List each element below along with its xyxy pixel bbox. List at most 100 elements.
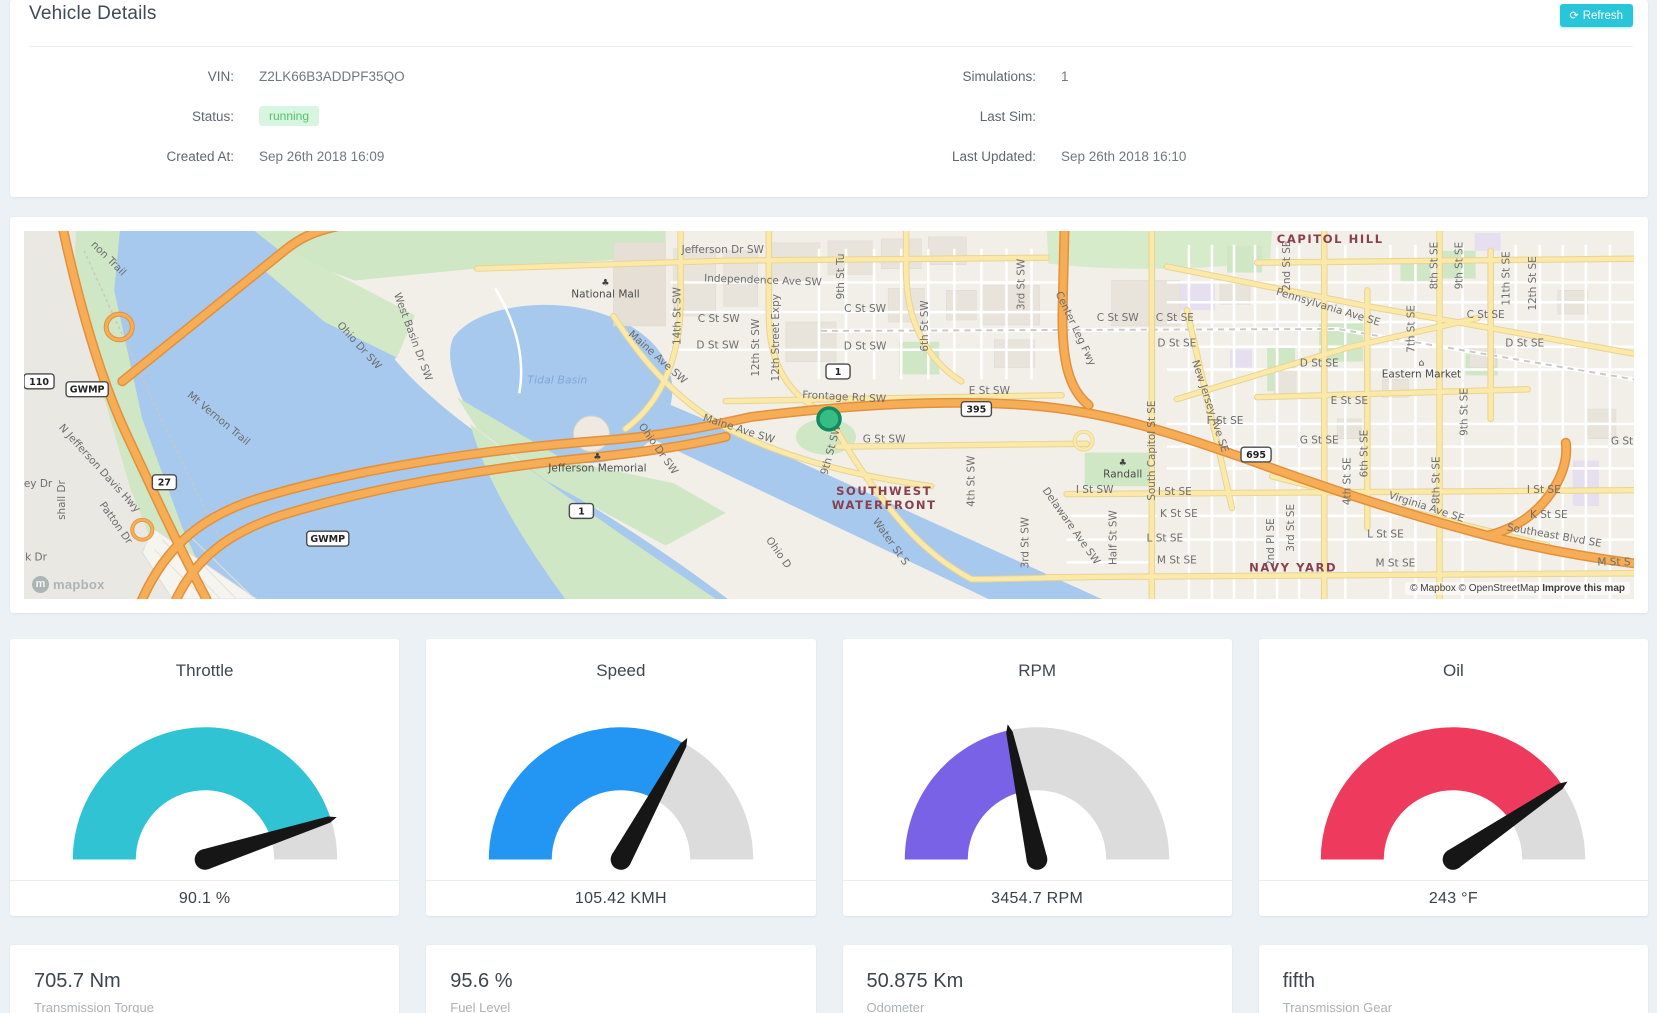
- gauge-title: Throttle: [175, 661, 234, 680]
- speed-gauge: [426, 681, 815, 880]
- map-label: 14th St SW: [672, 287, 684, 345]
- simulations-label: Simulations:: [962, 68, 1036, 84]
- gauge-needle: [1443, 781, 1568, 870]
- svg-text:GWMP: GWMP: [70, 385, 105, 396]
- metric-value: fifth: [1282, 970, 1315, 992]
- highway-shield: GWMP: [306, 530, 350, 547]
- detail-row-last-updated: Last Updated: Sep 26th 2018 16:10: [831, 136, 1633, 176]
- highway-shield: 1: [825, 363, 851, 380]
- map-canvas[interactable]: Jefferson Dr SW Independence Ave SW C St S…: [24, 231, 1634, 599]
- map-label: 2nd Pl SE: [1265, 518, 1277, 567]
- vehicle-details-panel: Vehicle Details ⟳ Refresh VIN: Z2LK66B3AD…: [10, 0, 1648, 197]
- gauge-fill-arc: [72, 727, 331, 860]
- map-label: D St SE: [1157, 338, 1196, 350]
- metric-label: Transmission Torque: [34, 1000, 154, 1013]
- map-label: 12th Street Expy: [770, 294, 782, 381]
- map-label: L St SE: [1147, 533, 1184, 545]
- gauge-value: 3454.7 RPM: [842, 880, 1232, 916]
- svg-text:27: 27: [158, 478, 171, 489]
- detail-row-status: Status: running: [29, 96, 831, 136]
- gauge-track-arc: [1009, 727, 1170, 860]
- map-label: 2nd St SE: [1281, 241, 1293, 291]
- map-label: 12th St SE: [1527, 256, 1539, 310]
- gauge-card-throttle: Throttle 90.1 %: [10, 639, 400, 916]
- map-label: 8th St SE: [1428, 242, 1440, 290]
- gauge-fill-arc: [904, 730, 1023, 860]
- gauge-needle: [610, 737, 688, 870]
- vehicle-marker[interactable]: [816, 406, 842, 432]
- mapbox-attrib-link[interactable]: © Mapbox: [1410, 583, 1456, 594]
- highway-shield: 395: [960, 400, 993, 418]
- map-interchange-details: [103, 311, 1095, 542]
- last-updated-label: Last Updated:: [951, 148, 1036, 164]
- details-grid: VIN: Z2LK66B3ADDPF35QO Status: running C…: [29, 47, 1633, 176]
- metric-card-odometer: 50.875 Km Odometer: [842, 945, 1232, 1013]
- map-label: 4th St SW: [965, 456, 977, 507]
- map-label: M St S: [1597, 556, 1631, 568]
- metric-card-transmission-gear: fifth Transmission Gear: [1258, 945, 1648, 1013]
- map-label: K St SE: [1530, 509, 1568, 521]
- map-label: Frontage Rd SW: [802, 389, 886, 405]
- map-label: Jefferson Dr SW: [681, 244, 764, 256]
- highway-shield: 1: [568, 502, 595, 520]
- map-label: E St SE: [1331, 395, 1368, 407]
- last-updated-value: Sep 26th 2018 16:10: [1061, 148, 1187, 164]
- gauge-needle: [194, 816, 337, 870]
- map-label: F St SE: [1207, 415, 1244, 427]
- svg-text:1: 1: [835, 367, 842, 378]
- details-column-right: Simulations: 1 Last Sim: Last Updated: S…: [831, 56, 1633, 176]
- oil-gauge: [1259, 681, 1648, 880]
- highway-shield: 695: [1240, 446, 1272, 463]
- map-label: South Capitol St SE: [1146, 401, 1158, 501]
- created-at-value: Sep 26th 2018 16:09: [259, 148, 385, 164]
- osm-attrib-link[interactable]: © OpenStreetMap: [1458, 583, 1540, 594]
- details-column-left: VIN: Z2LK66B3ADDPF35QO Status: running C…: [29, 56, 831, 176]
- map-label: shall Dr: [56, 480, 68, 520]
- map-label: C St SW: [844, 303, 886, 315]
- map-label: Eastern Market: [1382, 368, 1461, 380]
- market-icon: ⌂: [1419, 359, 1425, 369]
- map-label: C St SW: [698, 313, 740, 325]
- map-label: WATERFRONT: [832, 498, 937, 512]
- map-label: 3rd St SW: [1019, 517, 1031, 568]
- page-title: Vehicle Details: [29, 3, 157, 24]
- status-badge: running: [259, 106, 320, 126]
- throttle-gauge: [10, 681, 399, 880]
- map-label: 7th St SE: [1405, 305, 1417, 353]
- gauge-card-rpm: RPM 3454.7 RPM: [842, 639, 1232, 916]
- gauge-track-arc: [654, 743, 754, 860]
- map-label: Randall: [1103, 468, 1142, 480]
- svg-text:695: 695: [1246, 450, 1266, 461]
- tree-icon: ♣: [601, 278, 609, 288]
- map-label: D St SW: [696, 340, 739, 352]
- map-label: E St SW: [969, 385, 1010, 397]
- gauge-value: 90.1 %: [10, 880, 400, 916]
- map-label: M St SE: [1375, 557, 1415, 569]
- map-label: CAPITOL HILL: [1277, 232, 1384, 246]
- metric-card-transmission-torque: 705.7 Nm Transmission Torque: [10, 945, 400, 1013]
- map-label: K St SE: [1160, 508, 1198, 520]
- gauge-title: Speed: [596, 661, 646, 680]
- metric-card-fuel-level: 95.6 % Fuel Level: [426, 945, 816, 1013]
- tree-icon: ♣: [1119, 458, 1127, 468]
- map-label: 6th St SE: [1358, 430, 1370, 478]
- improve-map-link[interactable]: Improve this map: [1542, 583, 1625, 594]
- metrics-row: 705.7 Nm Transmission Torque 95.6 % Fuel…: [10, 945, 1648, 1013]
- map-label: C St SE: [1156, 312, 1194, 324]
- refresh-button[interactable]: ⟳ Refresh: [1559, 4, 1633, 27]
- map-label: I St SW: [1076, 484, 1114, 496]
- map-label: Tidal Basin: [527, 373, 587, 386]
- detail-row-simulations: Simulations: 1: [831, 56, 1633, 96]
- gauge-value: 105.42 KMH: [426, 880, 816, 916]
- vin-value: Z2LK66B3ADDPF35QO: [259, 68, 405, 84]
- map-label: 12th St SW: [750, 319, 762, 377]
- map-label: ey Dr: [24, 478, 53, 490]
- map-label: SOUTHWEST: [836, 484, 932, 498]
- map-svg[interactable]: Jefferson Dr SW Independence Ave SW C St S…: [24, 231, 1634, 599]
- map-minor-streets: [494, 244, 1634, 599]
- map-label: C St SE: [1467, 309, 1505, 321]
- highway-shield: 27: [151, 474, 178, 491]
- map-label: 11th St SE: [1501, 251, 1513, 305]
- vin-label: VIN:: [207, 68, 234, 84]
- status-label: Status:: [191, 108, 234, 124]
